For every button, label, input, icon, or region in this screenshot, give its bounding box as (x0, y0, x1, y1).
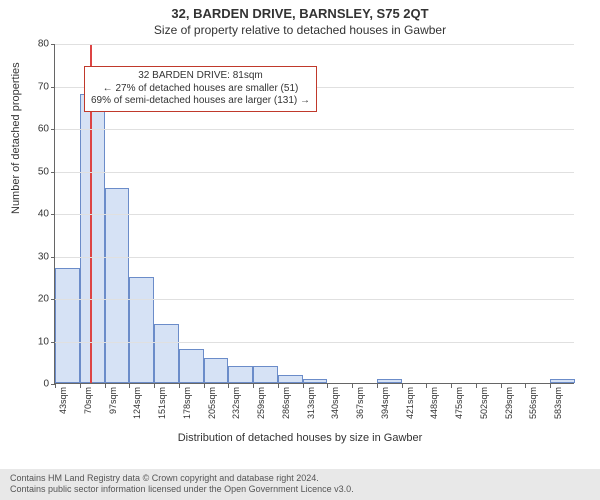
xtick-label: 259sqm (256, 387, 266, 419)
xtick-label: 502sqm (479, 387, 489, 419)
gridline (55, 342, 574, 343)
gridline (55, 299, 574, 300)
xtick-label: 43sqm (58, 387, 68, 414)
xtick-mark (303, 384, 304, 388)
xtick-label: 124sqm (132, 387, 142, 419)
xtick-label: 232sqm (231, 387, 241, 419)
xtick-label: 529sqm (504, 387, 514, 419)
xtick-mark (204, 384, 205, 388)
xtick-mark (228, 384, 229, 388)
page-title: 32, BARDEN DRIVE, BARNSLEY, S75 2QT (0, 0, 600, 21)
chart-area: 0102030405060708043sqm70sqm97sqm124sqm15… (54, 44, 574, 384)
xtick-mark (525, 384, 526, 388)
ytick-label: 60 (21, 124, 49, 135)
ytick-label: 10 (21, 336, 49, 347)
ytick-mark (51, 257, 55, 258)
xtick-mark (402, 384, 403, 388)
ytick-label: 70 (21, 81, 49, 92)
ytick-mark (51, 299, 55, 300)
xtick-mark (179, 384, 180, 388)
chart-container: 32, BARDEN DRIVE, BARNSLEY, S75 2QT Size… (0, 0, 600, 500)
histogram-bar (55, 268, 80, 383)
histogram-bar (253, 366, 278, 383)
xtick-label: 97sqm (108, 387, 118, 414)
xtick-mark (253, 384, 254, 388)
footer-line-1: Contains HM Land Registry data © Crown c… (10, 473, 590, 485)
xtick-label: 151sqm (157, 387, 167, 419)
footer-line-2: Contains public sector information licen… (10, 484, 590, 496)
ytick-label: 40 (21, 209, 49, 220)
xtick-label: 313sqm (306, 387, 316, 419)
annotation-line-3: 69% of semi-detached houses are larger (… (91, 95, 310, 108)
annotation-line-1: 32 BARDEN DRIVE: 81sqm (91, 70, 310, 83)
annotation-box: 32 BARDEN DRIVE: 81sqm ← 27% of detached… (84, 66, 317, 112)
xtick-mark (327, 384, 328, 388)
histogram-bar (377, 379, 402, 383)
xtick-label: 286sqm (281, 387, 291, 419)
histogram-bar (278, 375, 303, 384)
xtick-label: 475sqm (454, 387, 464, 419)
ytick-label: 80 (21, 39, 49, 50)
annotation-line-2: ← 27% of detached houses are smaller (51… (91, 83, 310, 96)
xtick-mark (550, 384, 551, 388)
x-axis-label: Distribution of detached houses by size … (0, 432, 600, 444)
ytick-label: 30 (21, 251, 49, 262)
histogram-bar (228, 366, 253, 383)
gridline (55, 172, 574, 173)
ytick-mark (51, 342, 55, 343)
xtick-mark (278, 384, 279, 388)
histogram-bar (179, 349, 204, 383)
xtick-mark (129, 384, 130, 388)
ytick-label: 0 (21, 379, 49, 390)
footer: Contains HM Land Registry data © Crown c… (0, 469, 600, 500)
xtick-mark (105, 384, 106, 388)
xtick-label: 583sqm (553, 387, 563, 419)
histogram-bar (303, 379, 328, 383)
xtick-mark (426, 384, 427, 388)
xtick-label: 394sqm (380, 387, 390, 419)
xtick-label: 340sqm (330, 387, 340, 419)
ytick-mark (51, 129, 55, 130)
xtick-mark (476, 384, 477, 388)
histogram-bar (80, 94, 105, 383)
ytick-mark (51, 214, 55, 215)
gridline (55, 257, 574, 258)
ytick-mark (51, 172, 55, 173)
ytick-mark (51, 44, 55, 45)
xtick-label: 367sqm (355, 387, 365, 419)
xtick-label: 421sqm (405, 387, 415, 419)
ytick-mark (51, 87, 55, 88)
histogram-bar (105, 188, 130, 384)
ytick-label: 50 (21, 166, 49, 177)
histogram-bar (204, 358, 229, 384)
xtick-label: 448sqm (429, 387, 439, 419)
xtick-mark (352, 384, 353, 388)
histogram-bar (154, 324, 179, 384)
histogram-bar (129, 277, 154, 383)
gridline (55, 214, 574, 215)
xtick-mark (377, 384, 378, 388)
ytick-label: 20 (21, 294, 49, 305)
gridline (55, 44, 574, 45)
xtick-mark (154, 384, 155, 388)
xtick-mark (451, 384, 452, 388)
page-subtitle: Size of property relative to detached ho… (0, 21, 600, 41)
xtick-mark (55, 384, 56, 388)
xtick-mark (80, 384, 81, 388)
xtick-label: 70sqm (83, 387, 93, 414)
histogram-bar (550, 379, 575, 383)
gridline (55, 129, 574, 130)
xtick-mark (501, 384, 502, 388)
xtick-label: 205sqm (207, 387, 217, 419)
xtick-label: 178sqm (182, 387, 192, 419)
xtick-label: 556sqm (528, 387, 538, 419)
